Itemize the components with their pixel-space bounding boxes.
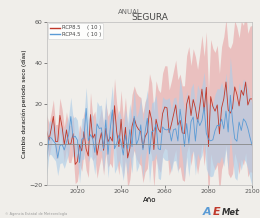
Text: ANUAL: ANUAL	[118, 9, 142, 15]
Text: E: E	[213, 207, 221, 217]
Y-axis label: Cambio duración periodo seco (días): Cambio duración periodo seco (días)	[21, 49, 27, 158]
Text: A: A	[203, 207, 211, 217]
Text: Met: Met	[222, 208, 240, 217]
Title: SEGURA: SEGURA	[131, 13, 168, 22]
Legend: RCP8.5    ( 10 ), RCP4.5    ( 10 ): RCP8.5 ( 10 ), RCP4.5 ( 10 )	[48, 23, 103, 39]
Text: © Agencia Estatal de Meteorología: © Agencia Estatal de Meteorología	[5, 212, 67, 216]
X-axis label: Año: Año	[143, 197, 156, 203]
